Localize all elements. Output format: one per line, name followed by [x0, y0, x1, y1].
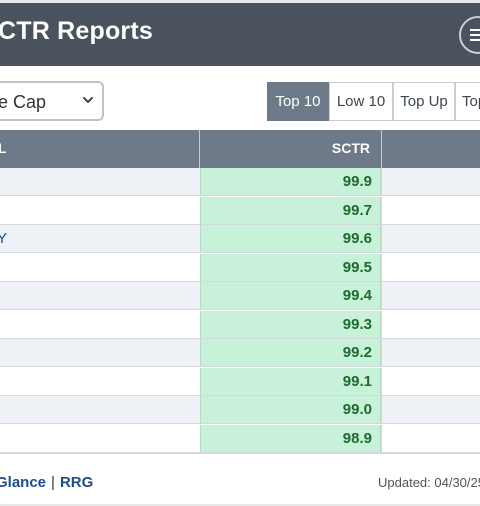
table-row[interactable]: 99.0 [0, 396, 480, 424]
row-sctr-cell: 99.6 [200, 225, 381, 252]
row-sctr-value: 99.6 [342, 230, 372, 247]
table-header: L SCTR [0, 130, 480, 168]
hamburger-icon [470, 29, 480, 31]
row-sctr-cell: 99.1 [200, 367, 381, 395]
column-header-sctr[interactable]: SCTR [331, 140, 370, 156]
row-extra-cell [381, 196, 480, 224]
row-extra-cell [381, 310, 480, 338]
page-title: CTR Reports [0, 17, 153, 45]
row-sctr-cell: 99.2 [200, 339, 381, 366]
row-sctr-value: 99.7 [342, 201, 372, 219]
row-name[interactable]: Y [0, 230, 8, 247]
table-row[interactable]: 99.7 [0, 196, 480, 225]
row-sctr-cell: 99.3 [200, 310, 381, 338]
row-sctr-value: 99.9 [342, 173, 372, 190]
row-sctr-value: 99.2 [342, 344, 372, 361]
row-extra-cell [381, 424, 480, 452]
tab-top-up[interactable]: Top Up [393, 82, 455, 121]
tab-top-down[interactable]: Top [455, 82, 480, 121]
menu-button[interactable] [459, 16, 480, 54]
row-sctr-value: 99.0 [342, 401, 372, 418]
row-sctr-cell: 99.4 [200, 282, 381, 309]
row-sctr-value: 99.5 [342, 258, 372, 276]
row-sctr-value: 98.9 [342, 429, 372, 447]
row-sctr-cell: 99.9 [200, 168, 381, 195]
row-extra-cell [381, 253, 480, 281]
row-extra-cell [381, 339, 480, 366]
row-sctr-cell: 98.9 [200, 424, 381, 452]
row-extra-cell [381, 396, 480, 423]
row-extra-cell [381, 367, 480, 395]
column-divider [381, 130, 382, 168]
rrg-link[interactable]: RRG [59, 474, 94, 491]
footer-links: Glance | RRG [0, 474, 93, 491]
universe-select-value: e Cap [0, 92, 47, 112]
glance-link[interactable]: Glance [0, 474, 47, 491]
footer-separator: | [51, 474, 55, 491]
hamburger-icon-bar [470, 39, 480, 41]
hamburger-icon-bar [470, 34, 480, 36]
table-bottom-divider [0, 453, 480, 454]
row-sctr-value: 99.3 [342, 315, 372, 333]
column-divider [199, 130, 200, 168]
tab-top-10[interactable]: Top 10 [267, 82, 329, 121]
table-row[interactable]: 99.5 [0, 253, 480, 282]
tab-low-10[interactable]: Low 10 [329, 82, 393, 121]
row-extra-cell [381, 225, 480, 252]
table-row[interactable]: 99.3 [0, 310, 480, 339]
row-sctr-value: 99.1 [342, 372, 372, 390]
universe-select[interactable]: e Cap [0, 81, 104, 121]
table-row[interactable]: 98.9 [0, 424, 480, 453]
chevron-down-icon [83, 97, 93, 103]
updated-timestamp: Updated: 04/30/25 [378, 475, 480, 490]
table-row[interactable]: 99.2 [0, 339, 480, 367]
row-sctr-cell: 99.5 [200, 253, 381, 281]
table-row[interactable]: 99.4 [0, 282, 480, 310]
table-row[interactable]: 99.9 [0, 168, 480, 196]
row-extra-cell [381, 168, 480, 195]
column-header-name[interactable]: L [0, 140, 7, 156]
row-sctr-cell: 99.0 [200, 396, 381, 423]
app-header: CTR Reports [0, 3, 480, 66]
row-sctr-value: 99.4 [342, 287, 372, 304]
row-extra-cell [381, 282, 480, 309]
row-sctr-cell: 99.7 [200, 196, 381, 224]
table-row[interactable]: Y 99.6 [0, 225, 480, 253]
table-row[interactable]: 99.1 [0, 367, 480, 396]
